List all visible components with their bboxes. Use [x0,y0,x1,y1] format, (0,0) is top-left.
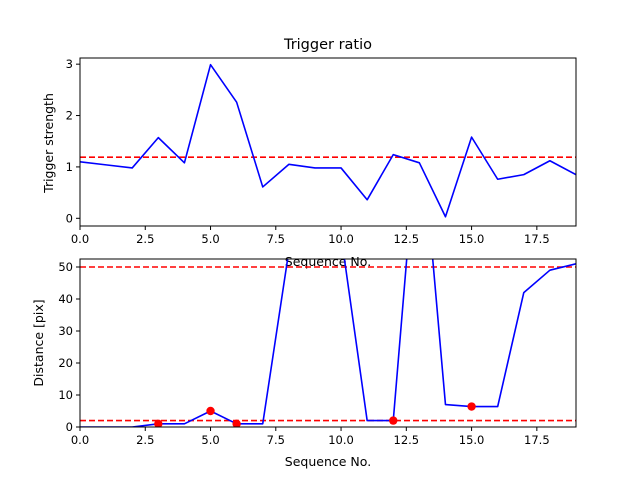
distance-y-tick-label: 0 [66,420,73,434]
distance-y-tick-label: 50 [58,260,73,274]
distance-ylabel: Distance [pix] [31,299,46,386]
distance-plot-frame [79,258,577,428]
trigger-ratio-title: Trigger ratio [283,37,372,53]
distance-y-tick-label: 40 [58,292,73,306]
trigger-ratio-x-tick-label: 17.5 [524,232,550,246]
distance-marker-point [232,419,241,427]
distance-series-line [80,259,576,427]
trigger-ratio-x-tick-label: 2.5 [136,232,154,246]
trigger-ratio-x-tick-label: 7.5 [267,232,285,246]
distance-marker-point [389,416,398,425]
distance-x-tick-label: 2.5 [136,433,154,447]
trigger-ratio-x-tick-label: 10.0 [328,232,354,246]
distance-x-tick-label: 0.0 [71,433,89,447]
distance-marker-point [206,406,215,416]
trigger-ratio-x-tick-label: 15.0 [459,232,485,246]
distance-x-tick-label: 17.5 [524,433,550,447]
distance-xlabel: Sequence No. [285,454,371,469]
distance-x-tick-label: 10.0 [328,433,354,447]
trigger-ratio-series-line [80,63,576,218]
distance-subplot: Sequence No. Distance [pix] 0.0 2.5 5.0 7.5… [31,258,577,469]
trigger-ratio-y-tick-label: 1 [66,160,73,174]
distance-x-tick-label: 5.0 [201,433,219,447]
distance-x-tick-label: 15.0 [459,433,485,447]
distance-y-tick-label: 30 [58,324,73,338]
distance-y-tick-label: 20 [58,356,73,370]
distance-marker-point [467,402,476,411]
distance-marker-point [154,419,163,427]
trigger-ratio-subplot: Trigger ratio Sequence No. Trigger stren… [41,37,577,269]
trigger-ratio-plot-frame [79,57,577,227]
trigger-ratio-y-tick-label: 3 [66,57,73,71]
trigger-ratio-x-tick-label: 0.0 [71,232,89,246]
trigger-ratio-ylabel: Trigger strength [41,93,56,194]
distance-y-tick-label: 10 [58,388,73,402]
distance-x-tick-label: 7.5 [267,433,285,447]
trigger-ratio-y-tick-label: 2 [66,109,73,123]
trigger-ratio-x-tick-label: 12.5 [394,232,420,246]
trigger-ratio-y-tick-label: 0 [66,211,73,225]
trigger-ratio-xlabel: Sequence No. [285,254,371,269]
distance-x-tick-label: 12.5 [394,433,420,447]
trigger-ratio-x-tick-label: 5.0 [201,232,219,246]
